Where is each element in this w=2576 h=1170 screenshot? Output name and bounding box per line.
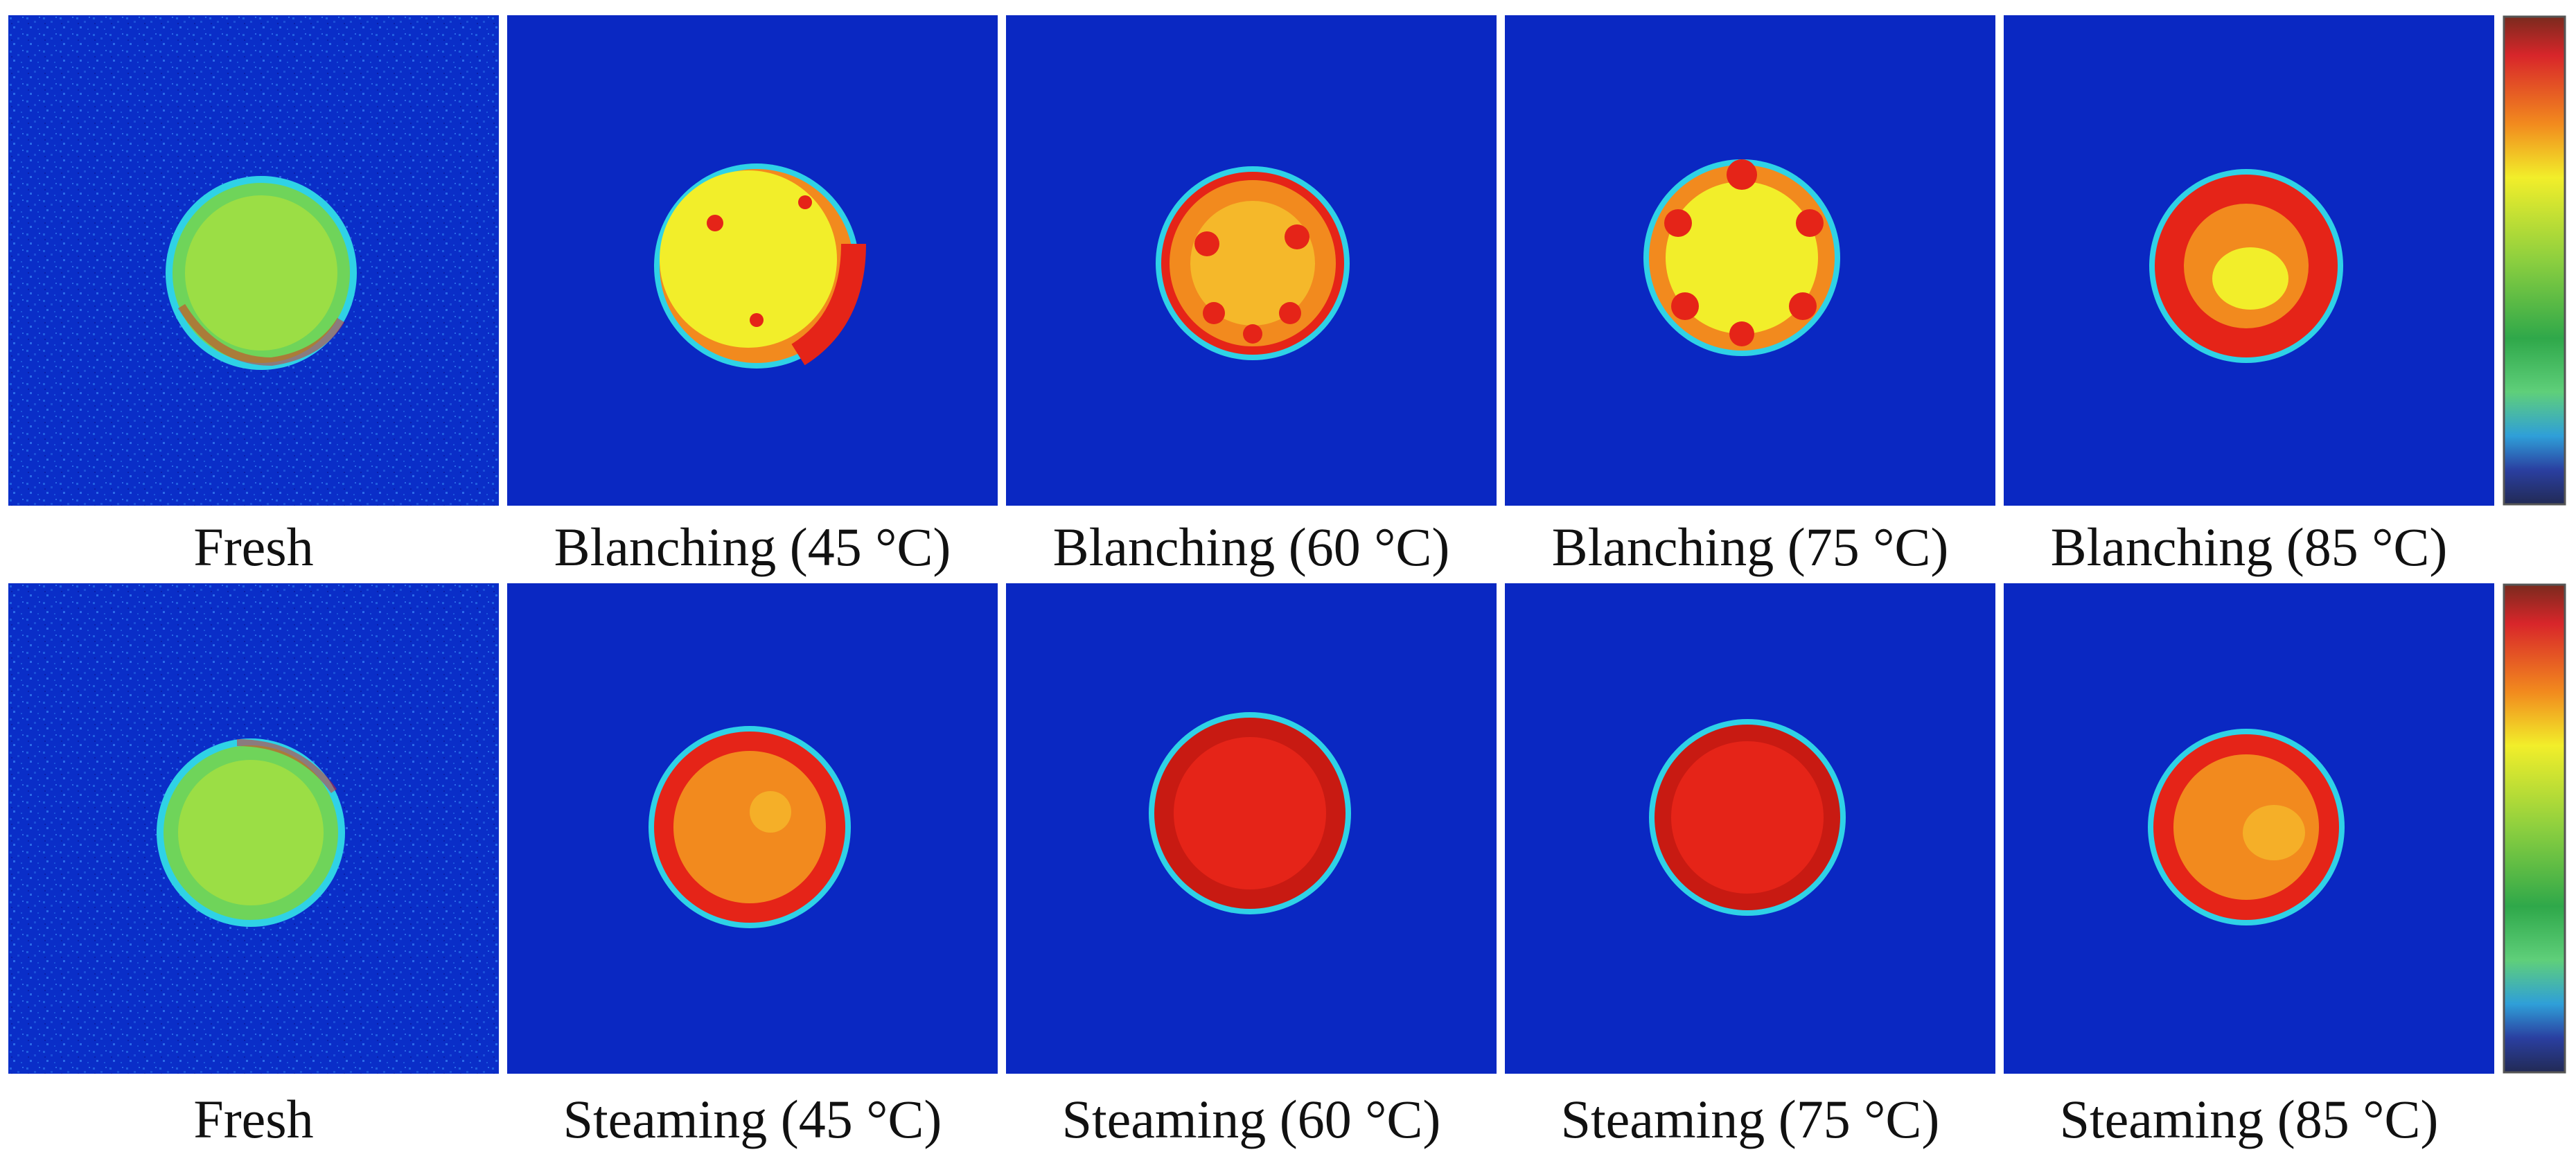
mri-image-steaming-60 bbox=[1006, 583, 1497, 1074]
mri-image-steaming-75 bbox=[1505, 583, 1995, 1074]
color-scale-bar-bottom bbox=[2503, 583, 2566, 1074]
image-panel-blanching-85 bbox=[2004, 15, 2494, 506]
panel-caption: Blanching (45 °C) bbox=[554, 517, 951, 577]
mri-image-steaming-45 bbox=[507, 583, 998, 1074]
image-panel-blanching-75 bbox=[1505, 15, 1995, 506]
panel-caption: Blanching (75 °C) bbox=[1551, 517, 1949, 577]
color-scale-gradient-top bbox=[2503, 15, 2566, 506]
color-scale-bar-top bbox=[2503, 15, 2566, 506]
color-scale-gradient-bottom bbox=[2503, 583, 2566, 1074]
mri-image-steaming-85 bbox=[2004, 583, 2494, 1074]
panel-caption: Blanching (60 °C) bbox=[1052, 517, 1450, 577]
image-panel-blanching-45 bbox=[507, 15, 998, 506]
image-panel-steaming-60 bbox=[1006, 583, 1497, 1074]
panel-caption: Steaming (45 °C) bbox=[563, 1089, 942, 1149]
image-panel-steaming-45 bbox=[507, 583, 998, 1074]
panel-caption: Steaming (75 °C) bbox=[1560, 1089, 1940, 1149]
panel-caption: Steaming (85 °C) bbox=[2059, 1089, 2439, 1149]
image-panel-blanching-60 bbox=[1006, 15, 1497, 506]
mri-image-blanching-45 bbox=[507, 15, 998, 506]
image-panel-fresh-top bbox=[8, 15, 499, 506]
panel-caption: Blanching (85 °C) bbox=[2050, 517, 2448, 577]
panel-caption: Fresh bbox=[193, 517, 314, 577]
mri-image-blanching-60 bbox=[1006, 15, 1497, 506]
mri-image-blanching-85 bbox=[2004, 15, 2494, 506]
mri-image-fresh-bottom bbox=[8, 583, 499, 1074]
mri-image-fresh-top bbox=[8, 15, 499, 506]
image-panel-steaming-85 bbox=[2004, 583, 2494, 1074]
panel-caption: Steaming (60 °C) bbox=[1061, 1089, 1441, 1149]
mri-image-blanching-75 bbox=[1505, 15, 1995, 506]
image-panel-steaming-75 bbox=[1505, 583, 1995, 1074]
image-panel-fresh-bottom bbox=[8, 583, 499, 1074]
panel-caption: Fresh bbox=[193, 1089, 314, 1149]
